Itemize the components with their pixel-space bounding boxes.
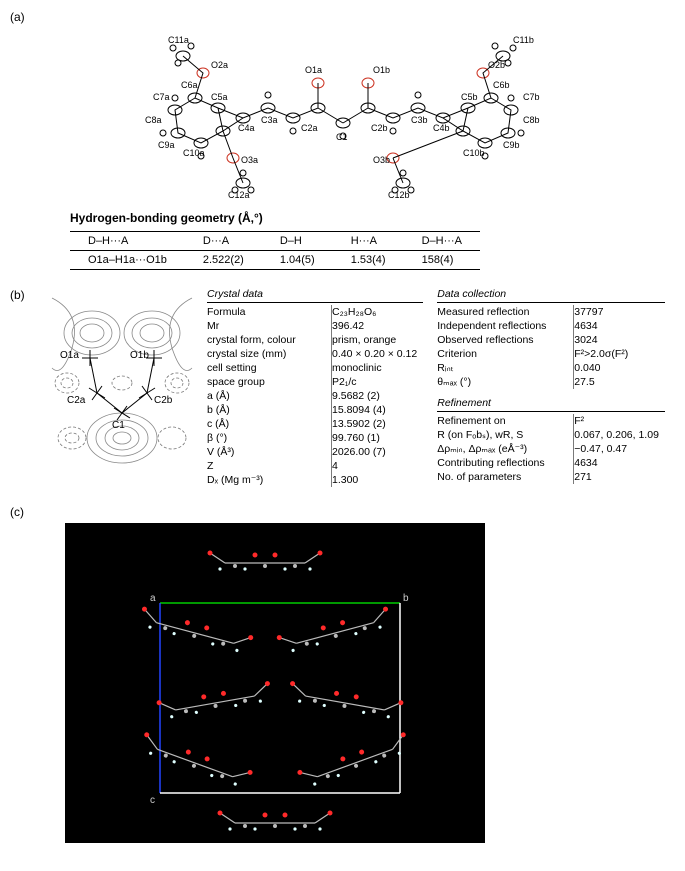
lbl-o2b: O2b	[488, 60, 505, 70]
hbond-h3: H···A	[333, 232, 404, 251]
hbond-c2: 1.04(5)	[262, 251, 333, 270]
lbl-o1a: O1a	[305, 65, 322, 75]
axis-a: a	[150, 593, 156, 604]
lbl-c6a: C6a	[181, 80, 198, 90]
hbond-c1: 2.522(2)	[185, 251, 262, 270]
lbl-c2b: C2b	[371, 123, 388, 133]
hbond-table: D–H···A D···A D–H H···A D–H···A O1a–H1a·…	[70, 231, 480, 270]
lbl-c4a: C4a	[238, 123, 255, 133]
lbl-o2a: O2a	[211, 60, 228, 70]
lbl-c4b: C4b	[433, 123, 450, 133]
lbl-c6b: C6b	[493, 80, 510, 90]
refinement-heading: Refinement	[437, 397, 665, 412]
panel-a: (a)	[10, 10, 675, 270]
panel-c: (c) a b c	[10, 505, 675, 843]
lbl-c11a: C11a	[168, 35, 189, 45]
refinement-table: Refinement onF² R (on Fₒbₛ), wR, S0.067,…	[437, 414, 665, 484]
lbl-c11b: C11b	[513, 35, 534, 45]
lbl-c9b: C9b	[503, 140, 520, 150]
lbl-c8b: C8b	[523, 115, 540, 125]
lbl-c7b: C7b	[523, 92, 540, 102]
axis-c: c	[150, 795, 155, 806]
hbond-c4: 158(4)	[404, 251, 480, 270]
ortep-figure: C11a O2a O1a O1b O2b C11b C7a C6a C5a C4…	[10, 28, 675, 201]
lbl-c7a: C7a	[153, 92, 170, 102]
hbond-h0: D–H···A	[70, 232, 185, 251]
collection-heading: Data collection	[437, 288, 665, 303]
lbl-c10a: C10a	[183, 148, 205, 158]
ortep-svg: C11a O2a O1a O1b O2b C11b C7a C6a C5a C4…	[83, 28, 603, 198]
lbl-c5b: C5b	[461, 92, 478, 102]
contour-o1b: O1b	[130, 350, 149, 361]
contour-o1a: O1a	[60, 350, 79, 361]
lbl-c3b: C3b	[411, 115, 428, 125]
lbl-o3a: O3a	[241, 155, 258, 165]
panel-b: (b)	[10, 288, 675, 487]
hbond-c0: O1a–H1a···O1b	[70, 251, 185, 270]
contour-c2b: C2b	[154, 395, 173, 406]
panel-c-label: (c)	[10, 505, 675, 519]
panel-a-label: (a)	[10, 10, 675, 24]
lbl-c2a: C2a	[301, 123, 318, 133]
hbond-title: Hydrogen-bonding geometry (Å,°)	[70, 211, 675, 225]
hbond-h1: D···A	[185, 232, 262, 251]
lbl-c12a: C12a	[228, 190, 250, 198]
lbl-c5a: C5a	[211, 92, 228, 102]
lbl-o3b: O3b	[373, 155, 390, 165]
hbond-h2: D–H	[262, 232, 333, 251]
lbl-c10b: C10b	[463, 148, 485, 158]
lbl-o1b: O1b	[373, 65, 390, 75]
panel-b-label: (b)	[10, 288, 32, 302]
contour-figure: O1a O1b C2a C2b C1	[42, 288, 197, 471]
lbl-c12b: C12b	[388, 190, 410, 198]
contour-c1: C1	[112, 420, 125, 431]
crystal-heading: Crystal data	[207, 288, 423, 303]
lbl-c8a: C8a	[145, 115, 162, 125]
lbl-c9a: C9a	[158, 140, 175, 150]
hbond-h4: D–H···A	[404, 232, 480, 251]
lbl-c3a: C3a	[261, 115, 278, 125]
axis-b: b	[403, 593, 409, 604]
packing-figure: a b c	[65, 523, 485, 843]
crystal-table: FormulaC₂₃H₂₈O₆ Mr396.42 crystal form, c…	[207, 305, 423, 487]
collection-table: Measured reflection37797 Independent ref…	[437, 305, 634, 389]
hbond-c3: 1.53(4)	[333, 251, 404, 270]
lbl-c1: C1	[336, 132, 348, 142]
contour-c2a: C2a	[67, 395, 86, 406]
